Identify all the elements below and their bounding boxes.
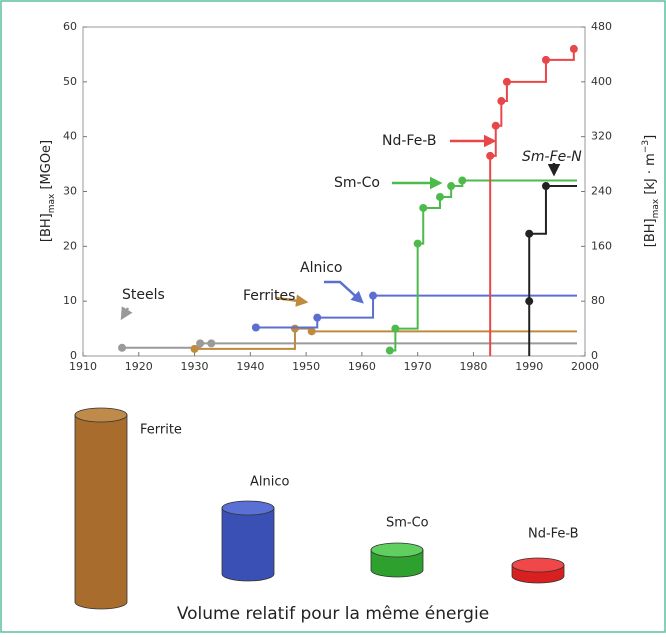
x-tick-label: 1940: [236, 360, 264, 373]
y-tick-label: 40: [63, 130, 77, 143]
cylinder: [222, 508, 274, 581]
point: [486, 152, 494, 160]
cylinder-label: Alnico: [250, 475, 290, 490]
caption: Volume relatif pour la même énergie: [177, 604, 489, 624]
axis-label-part: ]: [643, 135, 658, 140]
cylinder-label: Nd-Fe-B: [528, 527, 579, 542]
point: [542, 56, 550, 64]
x-tick-label: 1920: [125, 360, 153, 373]
y-tick-label: 30: [63, 185, 77, 198]
y2-tick-label: 320: [591, 130, 612, 143]
y-tick-label: 20: [63, 239, 77, 252]
x-tick-label: 1930: [181, 360, 209, 373]
y-tick-label: 60: [63, 20, 77, 33]
x-tick-label: 1950: [292, 360, 320, 373]
point: [570, 45, 578, 53]
cylinder-label: Ferrite: [140, 423, 182, 438]
series-label: Ferrites: [243, 288, 295, 304]
point: [313, 314, 321, 322]
point: [436, 193, 444, 201]
cylinder-top: [512, 558, 564, 572]
cylinder-top: [222, 501, 274, 515]
series-label: Alnico: [300, 260, 343, 276]
point: [419, 204, 427, 212]
point: [414, 240, 422, 248]
cylinder-top: [371, 543, 423, 557]
figure: Ferrite Alnico Sm-Co Nd-Fe-B Volume rela…: [0, 0, 666, 633]
point: [207, 339, 215, 347]
point: [118, 344, 126, 352]
y2-tick-label: 160: [591, 239, 612, 252]
point: [386, 347, 394, 355]
y-tick-label: 10: [63, 294, 77, 307]
axis-label-part: max: [47, 193, 57, 213]
y2-tick-label: 80: [591, 294, 605, 307]
point: [525, 297, 533, 305]
point: [308, 327, 316, 335]
y2-tick-label: 480: [591, 20, 612, 33]
point: [447, 182, 455, 190]
series-label: Steels: [122, 287, 165, 303]
y-tick-label: 0: [70, 349, 77, 362]
point: [542, 182, 550, 190]
y2-tick-label: 0: [591, 349, 598, 362]
point: [503, 78, 511, 86]
axis-label-part: [BH]: [643, 218, 658, 247]
x-tick-label: 1970: [404, 360, 432, 373]
y2-tick-label: 240: [591, 185, 612, 198]
cylinder-top: [75, 408, 127, 422]
cylinder-label: Sm-Co: [386, 516, 429, 531]
axis-label-part: [BH]: [39, 213, 54, 242]
point: [369, 292, 377, 300]
y2-tick-label: 400: [591, 75, 612, 88]
point: [391, 325, 399, 333]
series-label: Sm-Fe-N: [522, 149, 582, 165]
point: [525, 230, 533, 238]
series-label: Nd-Fe-B: [382, 133, 436, 149]
point: [492, 122, 500, 130]
series-label: Sm-Co: [334, 175, 380, 191]
axis-label-part: [kJ · m: [643, 153, 658, 199]
cylinder: [75, 415, 127, 609]
y-tick-label: 50: [63, 75, 77, 88]
point: [497, 97, 505, 105]
point: [252, 323, 260, 331]
x-tick-label: 1980: [459, 360, 487, 373]
x-tick-label: 1990: [515, 360, 543, 373]
axis-label-part: −3: [641, 140, 651, 153]
axis-label-part: max: [651, 198, 661, 218]
x-tick-label: 1960: [348, 360, 376, 373]
axis-label-part: [MGOe]: [39, 140, 54, 194]
point: [458, 177, 466, 185]
point: [191, 345, 199, 353]
point: [291, 325, 299, 333]
